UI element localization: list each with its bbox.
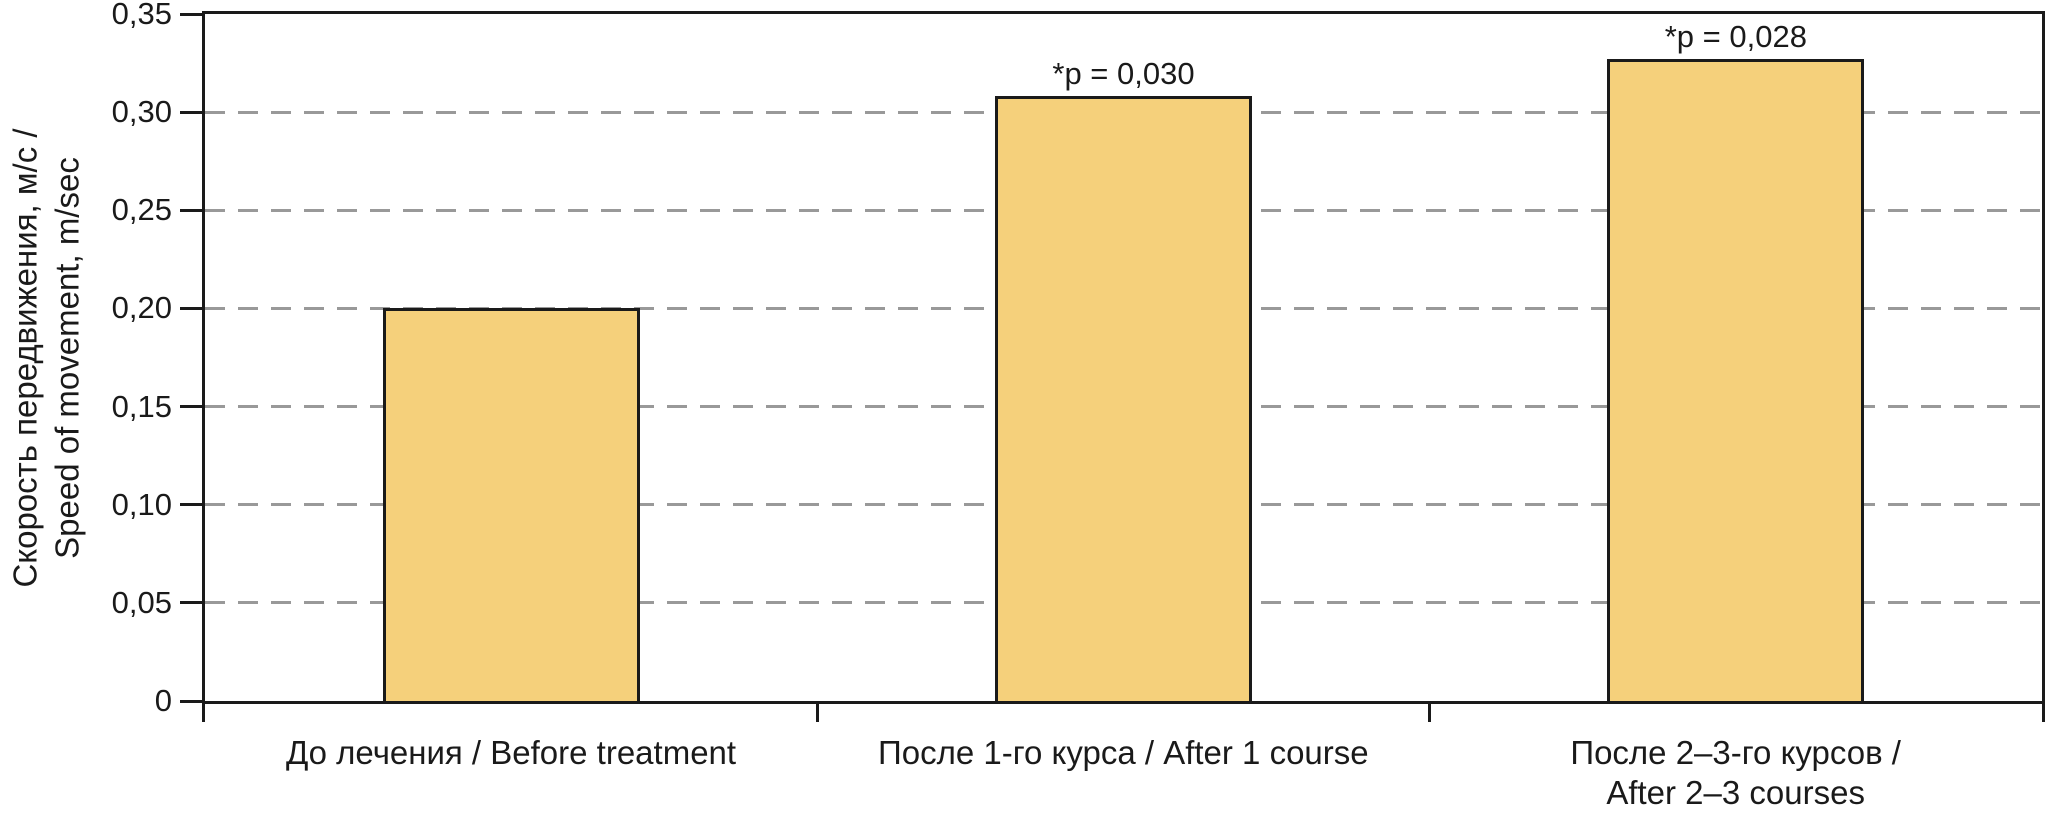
x-axis-divider-tick [202, 704, 205, 722]
x-axis-label: После 1-го курса / After 1 course [878, 734, 1369, 771]
y-axis-tick [180, 699, 202, 703]
significance-label: *p = 0,030 [1052, 56, 1195, 92]
x-axis-divider-tick [1428, 704, 1432, 722]
x-axis-label: После 2–3-го курсов / After 2–3 courses [1570, 734, 1901, 811]
y-axis-tick [180, 208, 202, 212]
x-axis-divider-tick [2042, 704, 2045, 722]
y-axis-tick [180, 601, 202, 605]
y-axis-tick-label: 0,35 [111, 0, 172, 31]
significance-label: *p = 0,028 [1664, 19, 1807, 55]
y-axis-tick [180, 306, 202, 310]
bar [1607, 59, 1865, 701]
y-axis-tick-label: 0,05 [111, 584, 172, 620]
y-axis-tick [180, 110, 202, 114]
y-axis-tick [180, 503, 202, 507]
bar [995, 96, 1252, 701]
y-axis-tick-label: 0,15 [111, 388, 172, 424]
bar [382, 308, 640, 701]
y-axis-tick-label: 0,30 [111, 94, 172, 130]
y-axis-tick-label: 0,10 [111, 486, 172, 522]
y-axis-tick-label: 0,20 [111, 290, 172, 326]
y-axis-tick [180, 405, 202, 409]
y-axis-tick [180, 12, 202, 16]
x-axis-divider-tick [815, 704, 819, 722]
y-axis-tick-label: 0,25 [111, 192, 172, 228]
plot-area: *p = 0,030 *p = 0,028 [202, 11, 2045, 704]
x-axis-label: До лечения / Before treatment [285, 734, 737, 771]
y-axis-tick-label: 0 [154, 683, 172, 718]
